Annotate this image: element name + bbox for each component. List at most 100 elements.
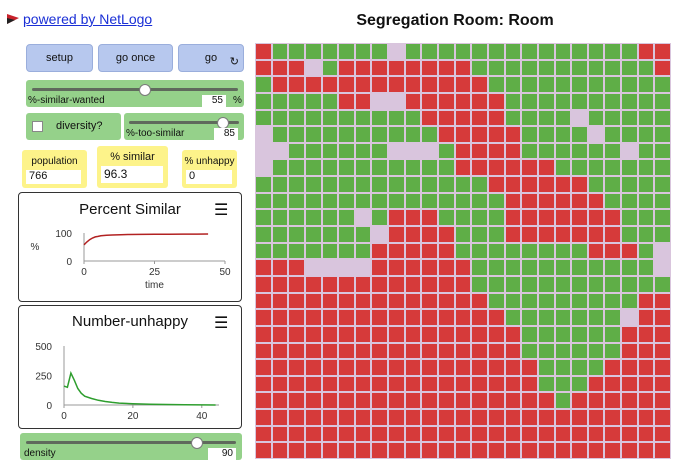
red-agent-square — [605, 410, 621, 425]
red-agent-square — [422, 210, 438, 226]
density-label: density — [24, 448, 56, 459]
green-agent-square — [538, 110, 554, 126]
diversity-checkbox[interactable] — [32, 121, 43, 132]
red-agent-square — [389, 310, 404, 325]
density-track[interactable] — [26, 441, 236, 444]
red-agent-square — [588, 193, 604, 209]
red-agent-square — [522, 360, 537, 375]
green-agent-square — [622, 260, 637, 275]
green-agent-square — [605, 310, 621, 325]
plot-menu-icon[interactable]: ☰ — [214, 315, 229, 332]
red-agent-square — [439, 343, 454, 359]
green-agent-square — [505, 77, 521, 92]
setup-button[interactable]: setup — [26, 44, 93, 72]
similar-wanted-slider[interactable]: %-similar-wanted 55 % — [26, 80, 244, 107]
green-agent-square — [289, 143, 304, 159]
green-agent-square — [322, 110, 338, 126]
green-agent-square — [472, 243, 487, 259]
green-agent-square — [289, 210, 304, 226]
green-agent-square — [605, 77, 621, 92]
green-agent-square — [322, 177, 338, 192]
green-agent-square — [355, 193, 371, 209]
red-agent-square — [555, 210, 571, 226]
world-view[interactable] — [255, 43, 671, 459]
green-agent-square — [372, 210, 388, 226]
similar-wanted-knob[interactable] — [139, 84, 152, 96]
go-forever-button[interactable]: go ↻ — [178, 44, 244, 72]
red-agent-square — [622, 343, 637, 359]
red-agent-square — [522, 210, 537, 226]
green-agent-square — [538, 260, 554, 275]
red-agent-square — [439, 227, 454, 242]
red-agent-square — [289, 77, 304, 92]
green-agent-square — [488, 260, 504, 275]
red-agent-square — [572, 426, 587, 442]
green-agent-square — [522, 243, 537, 259]
red-agent-square — [455, 276, 471, 292]
green-agent-square — [538, 276, 554, 292]
red-agent-square — [505, 443, 521, 458]
plot-menu-icon[interactable]: ☰ — [214, 202, 229, 219]
red-agent-square — [372, 260, 388, 275]
similar-wanted-label: %-similar-wanted — [28, 95, 105, 106]
red-agent-square — [538, 393, 554, 409]
red-agent-square — [305, 393, 321, 409]
similar-wanted-unit: % — [233, 95, 242, 106]
green-agent-square — [455, 177, 471, 192]
red-agent-square — [289, 260, 304, 275]
powered-by-netlogo-link[interactable]: powered by NetLogo — [6, 11, 152, 27]
red-agent-square — [405, 227, 421, 242]
red-agent-square — [439, 410, 454, 425]
similar-wanted-track[interactable] — [32, 88, 238, 91]
red-agent-square — [372, 326, 388, 342]
red-agent-square — [455, 77, 471, 92]
too-similar-value[interactable]: 85 — [214, 128, 238, 140]
red-agent-square — [439, 443, 454, 458]
density-slider[interactable]: density 90 — [20, 433, 242, 460]
red-agent-square — [289, 326, 304, 342]
red-agent-square — [522, 393, 537, 409]
green-agent-square — [272, 177, 288, 192]
red-agent-square — [422, 393, 438, 409]
green-agent-square — [472, 177, 487, 192]
green-agent-square — [622, 93, 637, 109]
green-agent-square — [588, 260, 604, 275]
red-agent-square — [256, 443, 271, 458]
red-agent-square — [572, 443, 587, 458]
red-agent-square — [622, 360, 637, 375]
green-agent-square — [572, 343, 587, 359]
red-agent-square — [588, 410, 604, 425]
density-knob[interactable] — [191, 437, 204, 449]
green-agent-square — [488, 193, 504, 209]
red-agent-square — [472, 160, 487, 176]
red-agent-square — [638, 393, 654, 409]
green-agent-square — [339, 127, 354, 142]
red-agent-square — [305, 326, 321, 342]
green-agent-square — [622, 227, 637, 242]
green-agent-square — [472, 227, 487, 242]
similar-wanted-value[interactable]: 55 — [202, 95, 226, 107]
density-value[interactable]: 90 — [208, 448, 236, 460]
red-agent-square — [405, 210, 421, 226]
red-agent-square — [638, 44, 654, 59]
too-similar-slider[interactable]: %-too-similar 85 — [124, 113, 244, 140]
diversity-switch[interactable]: diversity? — [26, 113, 121, 140]
red-agent-square — [555, 227, 571, 242]
red-agent-square — [538, 426, 554, 442]
green-agent-square — [455, 44, 471, 59]
go-once-button[interactable]: go once — [98, 44, 173, 72]
red-agent-square — [555, 410, 571, 425]
red-agent-square — [638, 410, 654, 425]
diversity-label: diversity? — [56, 120, 103, 132]
red-agent-square — [588, 443, 604, 458]
green-agent-square — [322, 60, 338, 76]
red-agent-square — [472, 110, 487, 126]
too-similar-track[interactable] — [129, 121, 239, 124]
red-agent-square — [339, 276, 354, 292]
red-agent-square — [505, 426, 521, 442]
green-agent-square — [555, 243, 571, 259]
green-agent-square — [522, 44, 537, 59]
red-agent-square — [339, 360, 354, 375]
red-agent-square — [472, 426, 487, 442]
green-agent-square — [622, 77, 637, 92]
